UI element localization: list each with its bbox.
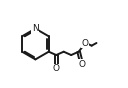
- Text: N: N: [32, 24, 39, 33]
- Text: O: O: [53, 64, 60, 73]
- Text: O: O: [78, 60, 85, 69]
- Text: O: O: [82, 39, 89, 48]
